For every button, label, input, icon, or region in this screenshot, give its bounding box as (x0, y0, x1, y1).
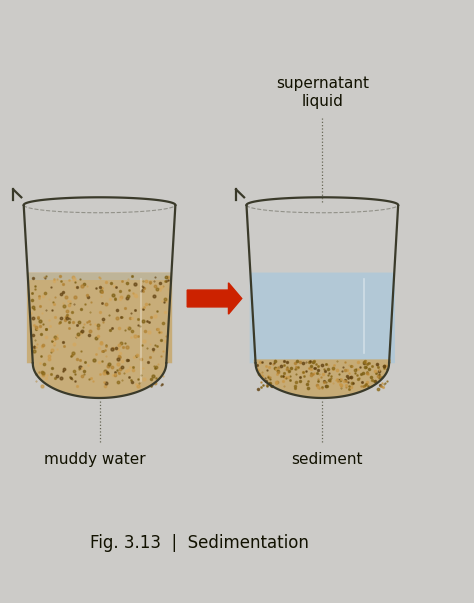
Polygon shape (27, 273, 172, 398)
Polygon shape (254, 359, 391, 398)
Text: Fig. 3.13  |  Sedimentation: Fig. 3.13 | Sedimentation (90, 534, 309, 552)
Text: muddy water: muddy water (44, 452, 146, 467)
FancyArrow shape (187, 283, 242, 314)
Text: sediment: sediment (292, 452, 363, 467)
Polygon shape (250, 273, 395, 398)
Polygon shape (27, 273, 172, 280)
Text: supernatant
liquid: supernatant liquid (276, 76, 369, 109)
